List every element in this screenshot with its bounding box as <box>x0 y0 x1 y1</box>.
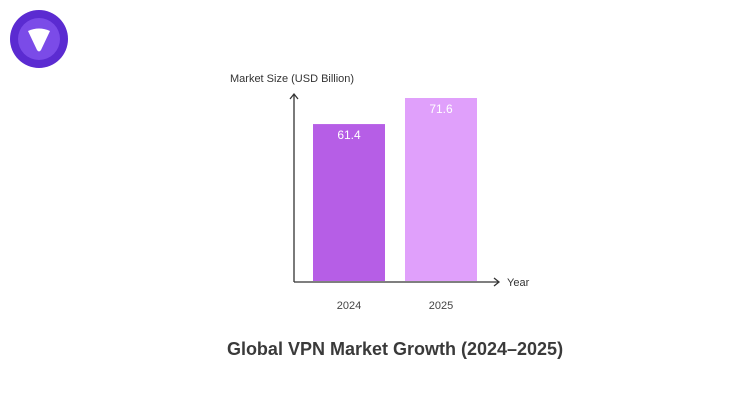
bar-2024 <box>313 124 385 282</box>
bar-2025 <box>405 98 477 281</box>
chart-title: Global VPN Market Growth (2024–2025) <box>226 339 564 359</box>
vpn-logo-icon <box>10 10 68 68</box>
y-axis-label: Market Size (USD Billion) <box>230 73 354 85</box>
data-label-2024: 61.4 <box>337 128 361 142</box>
x-axis-label: Year <box>507 277 530 289</box>
bars-group: 61.4 2024 71.6 2025 <box>313 98 477 312</box>
data-label-2025: 71.6 <box>429 102 453 116</box>
x-tick-label-2025: 2025 <box>429 300 453 312</box>
x-tick-label-2024: 2024 <box>337 300 361 312</box>
